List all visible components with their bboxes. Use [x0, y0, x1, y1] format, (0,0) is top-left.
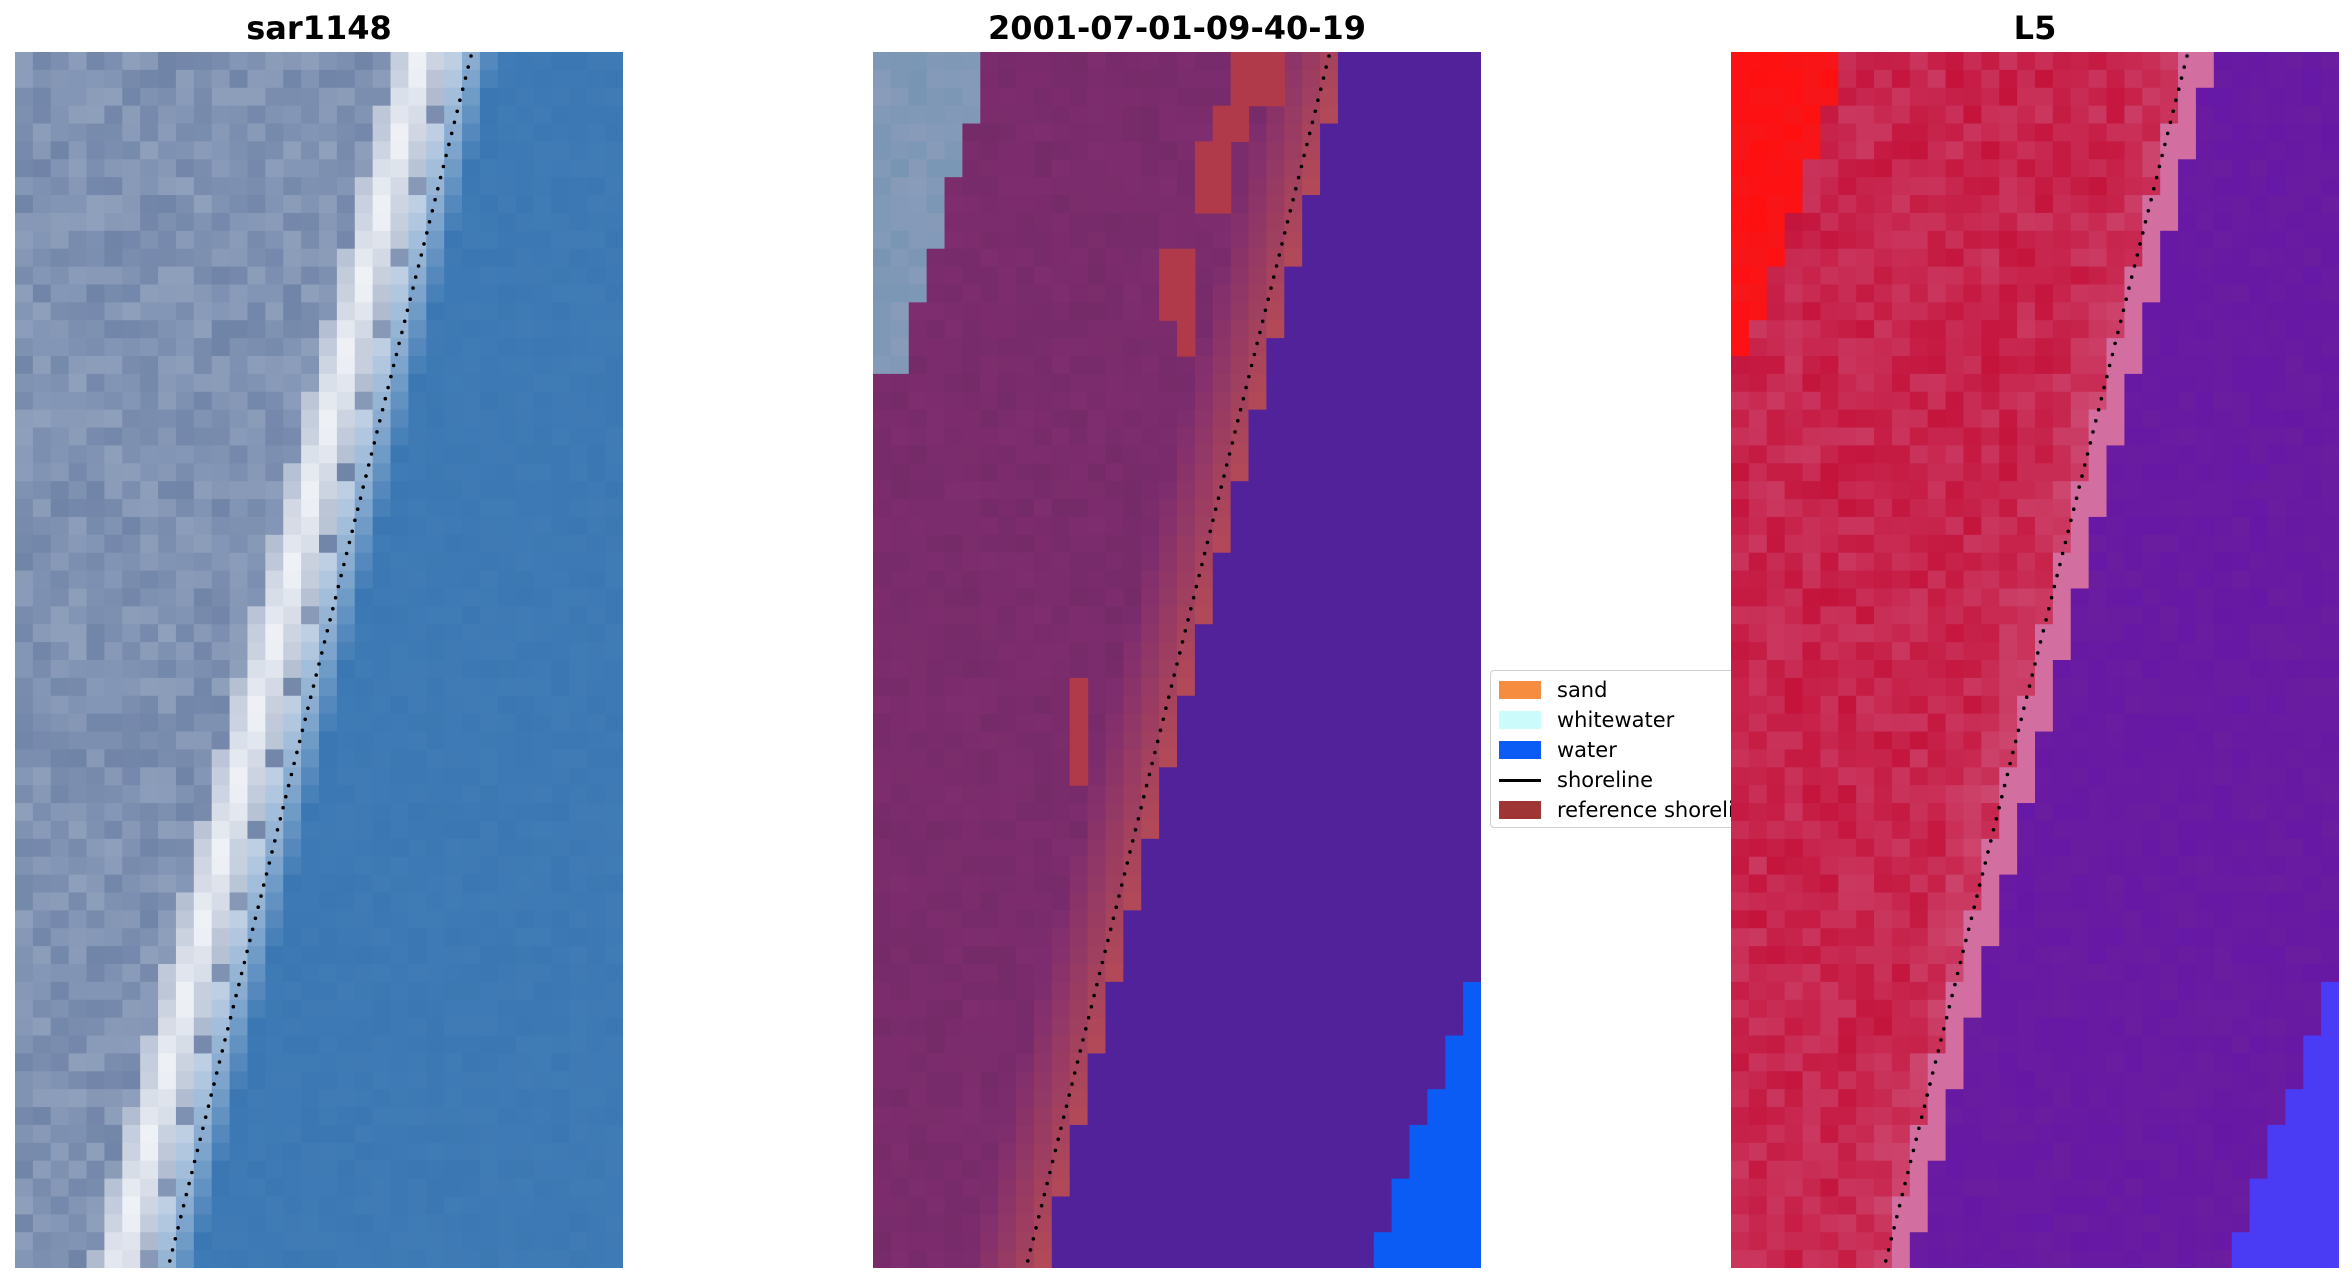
- shoreline-dots: [168, 54, 473, 1263]
- rgb-image: [15, 52, 623, 1268]
- water-swatch: [1499, 741, 1541, 759]
- reference-shoreline-patch: [1212, 105, 1250, 143]
- classified-image: [873, 52, 1481, 1268]
- legend-item-water: water: [1499, 735, 1617, 765]
- reference-shoreline-patch: [1069, 677, 1089, 786]
- shoreline-dots: [1026, 54, 1331, 1263]
- legend-item-whitewater: whitewater: [1499, 705, 1674, 735]
- panel-title-rgb: sar1148: [246, 9, 392, 47]
- reference-shoreline-patch: [1194, 141, 1232, 214]
- sand-swatch: [1499, 681, 1541, 699]
- legend-item-reference-shoreline: reference shoreli: [1499, 795, 1734, 825]
- whitewater-swatch: [1499, 711, 1541, 729]
- legend-label-water: water: [1557, 738, 1617, 762]
- legend: sand whitewater water shoreline referenc…: [1490, 670, 1750, 828]
- legend-label-reference-shoreline: reference shoreli: [1557, 798, 1734, 822]
- legend-item-shoreline: shoreline: [1499, 765, 1653, 795]
- panel-title-index: L5: [2013, 9, 2057, 47]
- reference-shoreline-swatch: [1499, 801, 1541, 819]
- index-image: [1731, 52, 2339, 1268]
- reference-shoreline-patch: [1230, 52, 1285, 107]
- panel-title-classified: 2001-07-01-09-40-19: [987, 9, 1367, 47]
- reference-shoreline-patch: [1177, 302, 1196, 357]
- rgb-image-panel: [15, 52, 623, 1268]
- shoreline-line-swatch: [1499, 778, 1541, 782]
- index-image-panel: [1731, 52, 2339, 1268]
- legend-label-sand: sand: [1557, 678, 1608, 702]
- legend-item-sand: sand: [1499, 675, 1607, 705]
- legend-label-whitewater: whitewater: [1557, 708, 1675, 732]
- shoreline-dots: [1884, 54, 2189, 1263]
- legend-label-shoreline: shoreline: [1557, 768, 1654, 792]
- classified-image-panel: [873, 52, 1481, 1268]
